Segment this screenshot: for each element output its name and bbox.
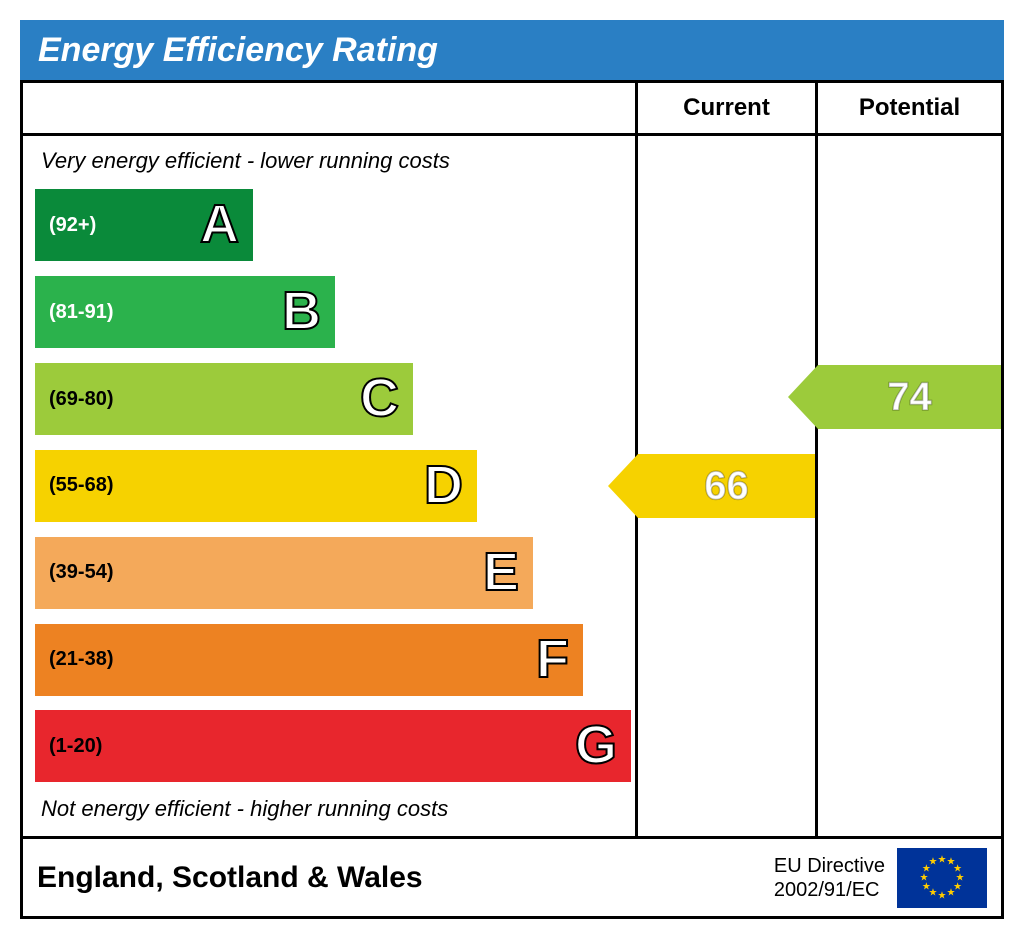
footer-directive: EU Directive 2002/91/EC — [774, 854, 897, 902]
band-range: (1-20) — [35, 735, 102, 758]
header-potential: Potential — [815, 83, 1001, 133]
chart-area: Very energy efficient - lower running co… — [23, 136, 635, 836]
rating-value: 74 — [818, 365, 1001, 429]
header-current: Current — [635, 83, 815, 133]
main-box: Current Potential Very energy efficient … — [20, 80, 1004, 919]
band-f: (21-38) F — [35, 624, 583, 696]
footer-row: England, Scotland & Wales EU Directive 2… — [23, 836, 1001, 916]
caption-top: Very energy efficient - lower running co… — [35, 144, 635, 180]
band-c: (69-80) C — [35, 363, 413, 435]
band-letter: G — [575, 714, 617, 776]
band-range: (69-80) — [35, 388, 113, 411]
band-range: (39-54) — [35, 561, 113, 584]
rating-pointer: 74 — [788, 365, 1001, 429]
caption-bottom: Not energy efficient - higher running co… — [35, 792, 635, 828]
header-current-label: Current — [683, 94, 770, 122]
rating-value: 66 — [638, 454, 815, 518]
rating-pointer: 66 — [608, 454, 815, 518]
directive-line1: EU Directive — [774, 854, 885, 878]
band-letter: B — [282, 280, 321, 342]
header-row: Current Potential — [23, 80, 1001, 136]
band-letter: E — [483, 541, 519, 603]
column-potential: 74 — [815, 136, 1001, 836]
header-potential-label: Potential — [859, 94, 960, 122]
epc-chart: Energy Efficiency Rating Current Potenti… — [20, 20, 1004, 919]
band-b: (81-91) B — [35, 276, 335, 348]
band-a: (92+) A — [35, 189, 253, 261]
band-range: (81-91) — [35, 301, 113, 324]
band-range: (21-38) — [35, 648, 113, 671]
footer-region: England, Scotland & Wales — [37, 861, 774, 895]
title-text: Energy Efficiency Rating — [38, 31, 438, 70]
band-g: (1-20) G — [35, 710, 631, 782]
band-letter: A — [200, 193, 239, 255]
band-letter: F — [536, 627, 569, 689]
band-letter: D — [424, 454, 463, 516]
band-letter: C — [360, 367, 399, 429]
band-range: (55-68) — [35, 474, 113, 497]
column-current: 66 — [635, 136, 815, 836]
title-bar: Energy Efficiency Rating — [20, 20, 1004, 80]
directive-line2: 2002/91/EC — [774, 878, 885, 902]
header-spacer — [23, 83, 635, 133]
eu-flag-icon: ★★★★★★★★★★★★ — [897, 848, 987, 908]
band-range: (92+) — [35, 214, 96, 237]
bars-wrap: (92+) A (81-91) B (69-80) C (55-68) D (39-54) E (2… — [35, 180, 635, 792]
band-d: (55-68) D — [35, 450, 477, 522]
band-e: (39-54) E — [35, 537, 533, 609]
body-row: Very energy efficient - lower running co… — [23, 136, 1001, 836]
